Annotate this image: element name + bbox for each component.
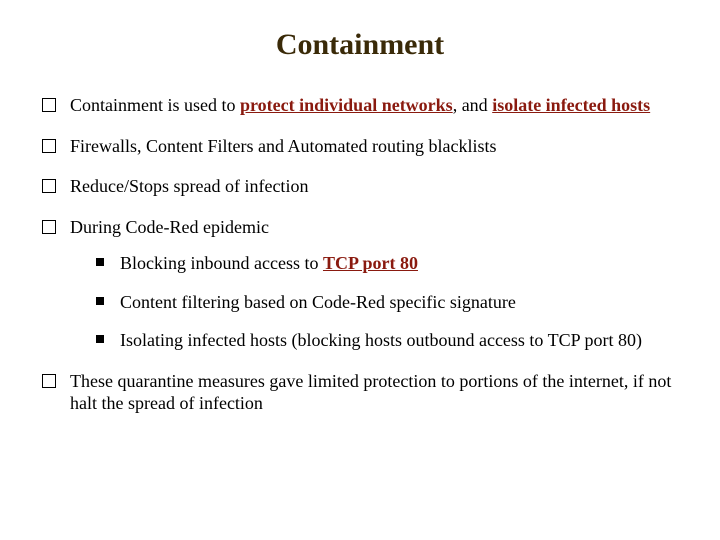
bullet-list: Containment is used to protect individua… <box>24 94 696 415</box>
highlight-text: isolate infected hosts <box>492 95 650 115</box>
list-item: Reduce/Stops spread of infection <box>42 175 696 198</box>
text: Containment is used to <box>70 95 240 115</box>
list-item: Isolating infected hosts (blocking hosts… <box>96 329 696 352</box>
list-item: These quarantine measures gave limited p… <box>42 370 696 415</box>
text: Blocking inbound access to <box>120 253 323 273</box>
sub-list: Blocking inbound access to TCP port 80 C… <box>70 252 696 352</box>
text: During Code-Red epidemic <box>70 217 269 237</box>
highlight-text: TCP port 80 <box>323 253 418 273</box>
list-item: Firewalls, Content Filters and Automated… <box>42 135 696 158</box>
highlight-text: protect individual networks <box>240 95 453 115</box>
list-item: Containment is used to protect individua… <box>42 94 696 117</box>
list-item: Content filtering based on Code-Red spec… <box>96 291 696 314</box>
slide-title: Containment <box>24 28 696 62</box>
text: , and <box>453 95 493 115</box>
list-item: Blocking inbound access to TCP port 80 <box>96 252 696 275</box>
list-item: During Code-Red epidemic Blocking inboun… <box>42 216 696 352</box>
